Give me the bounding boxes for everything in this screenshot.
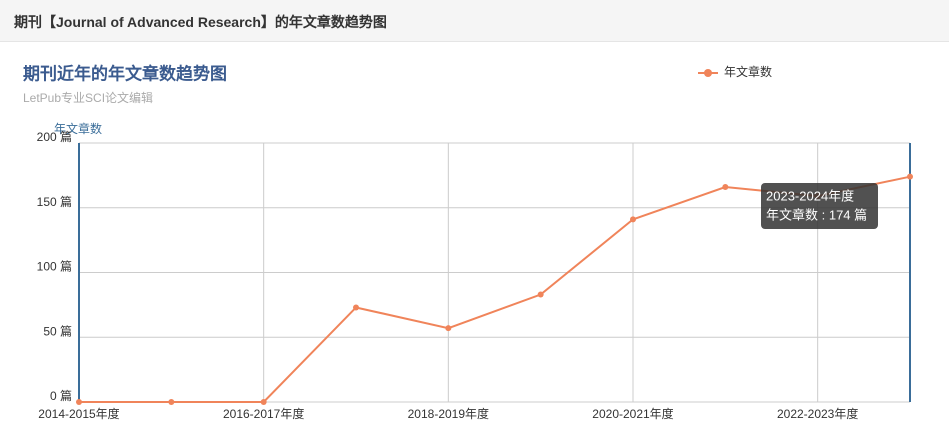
y-tick-label: 100 篇	[37, 259, 72, 274]
y-tick-label: 0 篇	[50, 388, 72, 403]
point	[260, 399, 267, 405]
x-tick-label: 2018-2019年度	[408, 406, 489, 421]
point	[907, 173, 913, 180]
chart-subtitle: LetPub专业SCI论文编辑	[23, 90, 153, 105]
chart: 期刊近年的年文章数趋势图 LetPub专业SCI论文编辑 年文章数 0 篇 50 …	[23, 63, 913, 421]
point	[630, 216, 636, 223]
y-tick-label: 200 篇	[37, 129, 72, 144]
point	[76, 399, 82, 405]
point	[445, 325, 452, 332]
tooltip-text: 年文章数 : 174 篇	[766, 207, 867, 222]
point	[168, 399, 175, 405]
legend-marker	[704, 69, 712, 77]
tooltip-box	[761, 183, 878, 229]
y-tick-label: 150 篇	[37, 194, 72, 209]
x-tick-label: 2016-2017年度	[223, 406, 304, 421]
page-title: 期刊【Journal of Advanced Research】的年文章数趋势图	[0, 0, 949, 42]
point	[722, 184, 729, 191]
x-tick-label: 2020-2021年度	[592, 406, 673, 421]
point	[353, 304, 359, 311]
legend-label: 年文章数	[724, 64, 772, 79]
y-tick-label: 50 篇	[43, 323, 72, 338]
x-tick-label: 2022-2023年度	[777, 406, 858, 421]
x-tick-label: 2014-2015年度	[38, 406, 119, 421]
chart-title: 期刊近年的年文章数趋势图	[23, 63, 227, 83]
y-axis-label: 年文章数	[54, 121, 102, 136]
point	[537, 291, 544, 298]
tooltip-title: 2023-2024年度	[766, 188, 854, 203]
